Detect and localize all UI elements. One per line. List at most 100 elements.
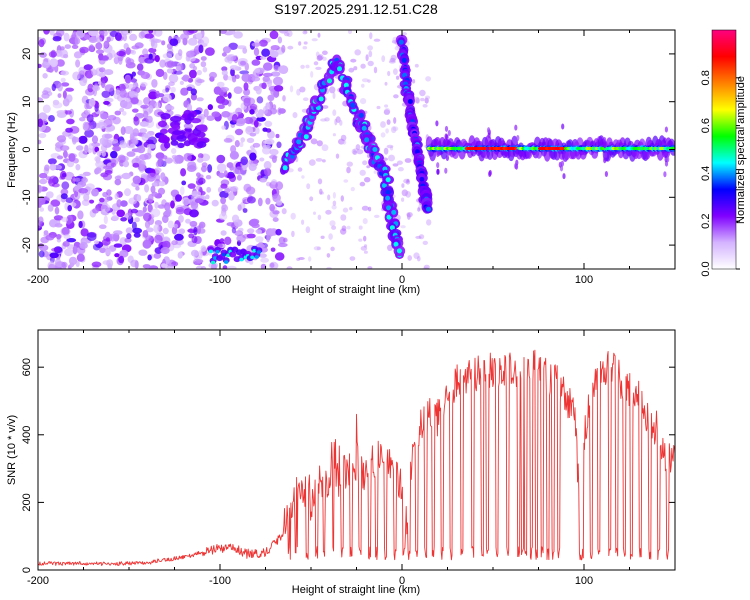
- heatmap-cell: [124, 237, 132, 243]
- heatmap-cell: [424, 95, 431, 100]
- heatmap-cell: [317, 178, 323, 185]
- heatmap-cell: [247, 228, 255, 234]
- heatmap-cell: [51, 183, 60, 188]
- heatmap-cell: [66, 238, 77, 243]
- snr-ticks: -200 -100 0 100 0 200 400 600: [21, 330, 676, 587]
- heatmap-cell: [420, 97, 425, 102]
- heatmap-cell: [514, 124, 518, 131]
- heatmap-cell: [95, 42, 103, 50]
- heatmap-cell: [252, 142, 261, 148]
- heatmap-cell: [353, 148, 359, 153]
- heatmap-cell: [186, 50, 195, 58]
- heatmap-cell: [180, 186, 185, 196]
- heatmap-cell: [343, 179, 349, 183]
- heatmap-cell: [219, 238, 225, 243]
- heatmap-cell: [143, 110, 149, 119]
- heatmap-cell: [146, 143, 157, 149]
- heatmap-cell: [148, 30, 153, 34]
- heatmap-cell: [116, 209, 125, 218]
- heatmap-cell: [157, 187, 166, 195]
- heatmap-cell: [176, 134, 187, 142]
- heatmap-cell: [302, 30, 308, 35]
- heatmap-cell: [322, 159, 326, 163]
- heatmap-cell: [397, 167, 404, 172]
- heatmap-cell: [139, 121, 149, 127]
- heatmap-cell: [249, 132, 257, 137]
- heatmap-cell: [39, 207, 45, 212]
- heatmap-cell: [320, 235, 325, 239]
- heatmap-cell: [229, 165, 234, 171]
- heatmap-cell: [300, 64, 305, 69]
- heatmap-cell: [277, 65, 287, 74]
- heatmap-cell: [180, 87, 189, 96]
- heatmap-cell: [91, 188, 99, 197]
- heatmap-cell: [444, 167, 448, 174]
- heatmap-cell: [320, 118, 327, 122]
- heatmap-cell: [167, 220, 174, 229]
- heatmap-cell: [263, 161, 272, 170]
- heatmap-cell: [389, 225, 395, 231]
- heatmap-cell: [364, 177, 371, 183]
- heatmap-cell: [123, 126, 134, 134]
- heatmap-cell: [38, 132, 47, 139]
- heatmap-cell: [79, 46, 89, 54]
- heatmap-cell: [196, 97, 204, 102]
- heatmap-cell: [281, 208, 287, 215]
- heatmap-cell: [103, 100, 110, 105]
- heatmap-cell: [193, 258, 202, 265]
- heatmap-cell: [109, 30, 118, 37]
- heatmap-cell: [388, 154, 395, 162]
- colorbar-label: Normalized spectral amplitude: [735, 76, 747, 224]
- heatmap-cell: [160, 246, 170, 255]
- heatmap-cell: [154, 234, 163, 244]
- heatmap-cell: [235, 107, 243, 115]
- heatmap-cell: [168, 81, 175, 87]
- snr-panel: -200 -100 0 100 0 200 400 600 Height of straigh…: [6, 329, 676, 596]
- heatmap-cell: [177, 142, 185, 149]
- heatmap-cell: [136, 194, 142, 202]
- heatmap-cell: [325, 209, 332, 215]
- heatmap-cell: [217, 163, 227, 172]
- heatmap-cell: [322, 56, 327, 61]
- heatmap-cell: [303, 134, 309, 140]
- heatmap-cell: [211, 199, 219, 207]
- heatmap-cell: [148, 265, 159, 269]
- heatmap-cell: [387, 244, 393, 251]
- heatmap-cell: [296, 257, 301, 261]
- heatmap-cell: [38, 63, 42, 69]
- heatmap-cell: [196, 185, 201, 190]
- heatmap-cell: [402, 32, 407, 36]
- heatmap-cell: [363, 235, 367, 242]
- heatmap-cell: [315, 51, 320, 58]
- heatmap-cell: [135, 155, 140, 162]
- heatmap-cell: [372, 147, 378, 152]
- heatmap-cell: [339, 119, 343, 126]
- heatmap-cell: [666, 156, 670, 163]
- heatmap-cell: [332, 200, 337, 206]
- heatmap-cell: [338, 138, 345, 145]
- heatmap-cell: [603, 137, 607, 143]
- heatmap-cell: [92, 208, 99, 214]
- heatmap-cell: [349, 206, 353, 211]
- heatmap-cell: [144, 33, 154, 39]
- heatmap-cell: [262, 106, 269, 115]
- heatmap-cell: [233, 31, 243, 39]
- heatmap-cell: [241, 73, 251, 82]
- heatmap-cell: [367, 266, 373, 269]
- heatmap-cell: [50, 199, 61, 207]
- heatmap-cell: [415, 97, 420, 104]
- heatmap-cell: [94, 156, 101, 162]
- heatmap-cell: [284, 32, 290, 37]
- heatmap-cell: [426, 219, 432, 226]
- heatmap-cell: [337, 66, 342, 72]
- spectrogram-ytick-label: 10: [21, 96, 33, 108]
- heatmap-cell: [60, 77, 66, 83]
- heatmap-cell: [422, 240, 428, 245]
- heatmap-cell: [76, 253, 85, 262]
- heatmap-cell: [63, 32, 70, 42]
- heatmap-cell: [155, 90, 160, 99]
- heatmap-cell: [224, 236, 232, 245]
- heatmap-cell: [136, 63, 144, 71]
- heatmap-cell: [162, 240, 171, 249]
- heatmap-cell: [347, 30, 353, 35]
